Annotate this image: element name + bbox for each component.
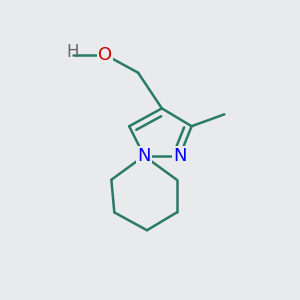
- Text: H: H: [67, 43, 79, 61]
- Text: N: N: [173, 147, 187, 165]
- Text: N: N: [137, 147, 151, 165]
- Text: O: O: [98, 46, 112, 64]
